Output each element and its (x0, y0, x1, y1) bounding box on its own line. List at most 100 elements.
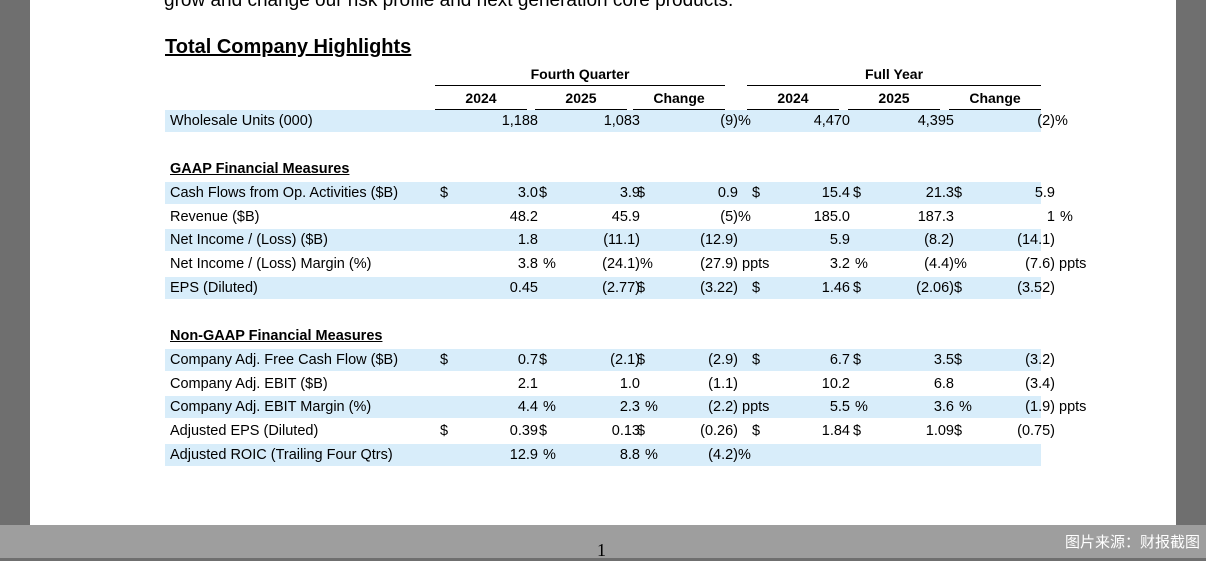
table-row: Cash Flows from Op. Activities ($B) $3.0 $… (165, 182, 1055, 204)
currency-symbol: $ (637, 352, 646, 368)
cell-value: 4,395 (917, 113, 954, 129)
cell-value: (4.2) (708, 447, 738, 463)
cell-value: (5) (720, 209, 738, 225)
unit-suffix: % (855, 256, 868, 272)
cell-value: 6.8 (933, 376, 954, 392)
cell-value: (27.9) (700, 256, 738, 272)
cell-value: (7.6) (1025, 256, 1055, 272)
row-label: Adjusted EPS (Diluted) (170, 423, 319, 439)
table-row: Company Adj. Free Cash Flow ($B) $0.7 $ (2.… (165, 349, 1055, 371)
unit-suffix: % (645, 447, 658, 463)
cell-value: (24.1) (602, 256, 640, 272)
currency-symbol: $ (440, 423, 449, 439)
document-page: grow and change our risk profile and nex… (30, 0, 1176, 558)
table-row: Net Income / (Loss) Margin (%) 3.8% (24.1)… (165, 253, 1086, 275)
cell-value: (2.9) (708, 352, 738, 368)
cell-value: (3.4) (1025, 376, 1055, 392)
cell-value: 3.9 (619, 185, 640, 201)
image-source-watermark: 图片来源：财报截图 (1064, 534, 1200, 551)
cell-value: (8.2) (924, 232, 954, 248)
cell-value: 45.9 (611, 209, 640, 225)
currency-symbol: $ (440, 185, 449, 201)
unit-suffix: % (640, 256, 653, 272)
cell-value: 5.9 (1034, 185, 1055, 201)
unit-suffix: % (543, 447, 556, 463)
currency-symbol: $ (954, 352, 963, 368)
unit-suffix: ppts (742, 399, 770, 415)
subheading-gaap: GAAP Financial Measures (170, 161, 350, 177)
unit-suffix: % (1060, 209, 1073, 225)
cell-value: 1.0 (619, 376, 640, 392)
cell-value: 5.5 (829, 399, 850, 415)
row-label: Revenue ($B) (170, 209, 260, 225)
unit-suffix: % (738, 209, 751, 225)
currency-symbol: $ (539, 185, 548, 201)
cell-value: (2.06) (916, 280, 954, 296)
row-label: Net Income / (Loss) Margin (%) (170, 256, 372, 272)
cell-value: (11.1) (603, 232, 640, 248)
currency-symbol: $ (954, 280, 963, 296)
unit-suffix: % (954, 256, 967, 272)
table-row: Adjusted EPS (Diluted) $0.39 $0.13 $ (0.26) $… (165, 420, 1055, 442)
cell-value: (0.75) (1017, 423, 1055, 439)
cell-value: 2.1 (517, 376, 538, 392)
cell-value: 4,470 (813, 113, 850, 129)
currency-symbol: $ (637, 423, 646, 439)
currency-symbol: $ (752, 185, 761, 201)
cell-value: 1.84 (821, 423, 850, 439)
currency-symbol: $ (853, 280, 862, 296)
cell-value: 0.7 (517, 352, 538, 368)
cell-value: 3.0 (517, 185, 538, 201)
cell-value: 4.4 (517, 399, 538, 415)
col-header-fy-2025: 2025 (848, 89, 940, 111)
currency-symbol: $ (853, 185, 862, 201)
cell-value: 3.5 (933, 352, 954, 368)
currency-symbol: $ (637, 185, 646, 201)
cell-value: (1.1) (708, 376, 738, 392)
subheading-non-gaap: Non-GAAP Financial Measures (170, 328, 383, 344)
viewer-bottom-bar (0, 525, 1206, 558)
row-label: EPS (Diluted) (170, 280, 258, 296)
col-header-q-2025: 2025 (535, 89, 627, 111)
section-title: Total Company Highlights (165, 36, 412, 58)
row-label: Adjusted ROIC (Trailing Four Qtrs) (170, 447, 393, 463)
currency-symbol: $ (539, 423, 548, 439)
currency-symbol: $ (752, 352, 761, 368)
unit-suffix: % (738, 447, 751, 463)
unit-suffix: ppts (742, 256, 770, 272)
col-header-fy-change: Change (949, 89, 1041, 111)
cell-value: 3.6 (933, 399, 954, 415)
row-label: Company Adj. EBIT Margin (%) (170, 399, 372, 415)
cell-value: (2.1) (610, 352, 640, 368)
cell-value: 48.2 (509, 209, 538, 225)
unit-suffix: % (543, 399, 556, 415)
cell-value: 0.9 (717, 185, 738, 201)
col-header-q-change: Change (633, 89, 725, 111)
header-fourth-quarter: Fourth Quarter (435, 65, 725, 86)
currency-symbol: $ (539, 352, 548, 368)
cell-value: (3.2) (1025, 352, 1055, 368)
cell-value: 12.9 (509, 447, 538, 463)
header-full-year: Full Year (747, 65, 1041, 86)
cell-value: 3.2 (829, 256, 850, 272)
row-label: Company Adj. Free Cash Flow ($B) (170, 352, 399, 368)
unit-suffix: ppts (1059, 256, 1087, 272)
currency-symbol: $ (637, 280, 646, 296)
cell-value: 185.0 (813, 209, 850, 225)
cell-value: 1.46 (821, 280, 850, 296)
cell-value: 5.9 (829, 232, 850, 248)
cell-value: (4.4) (924, 256, 954, 272)
cell-value: 1.8 (517, 232, 538, 248)
currency-symbol: $ (440, 352, 449, 368)
cell-value: (1.9) (1025, 399, 1055, 415)
cell-value: (14.1) (1017, 232, 1055, 248)
cell-value: (2) (1037, 113, 1055, 129)
col-header-q-2024: 2024 (435, 89, 527, 111)
row-label: Cash Flows from Op. Activities ($B) (170, 185, 399, 201)
table-row: Adjusted ROIC (Trailing Four Qtrs) 12.9% 8… (165, 444, 1041, 466)
row-label: Company Adj. EBIT ($B) (170, 376, 328, 392)
unit-suffix: ppts (1059, 399, 1087, 415)
currency-symbol: $ (752, 423, 761, 439)
table-row: EPS (Diluted) 0.45 (2.77) $ (3.22) $1.46 $ (2.0… (165, 277, 1055, 299)
cell-value: 1.09 (925, 423, 954, 439)
